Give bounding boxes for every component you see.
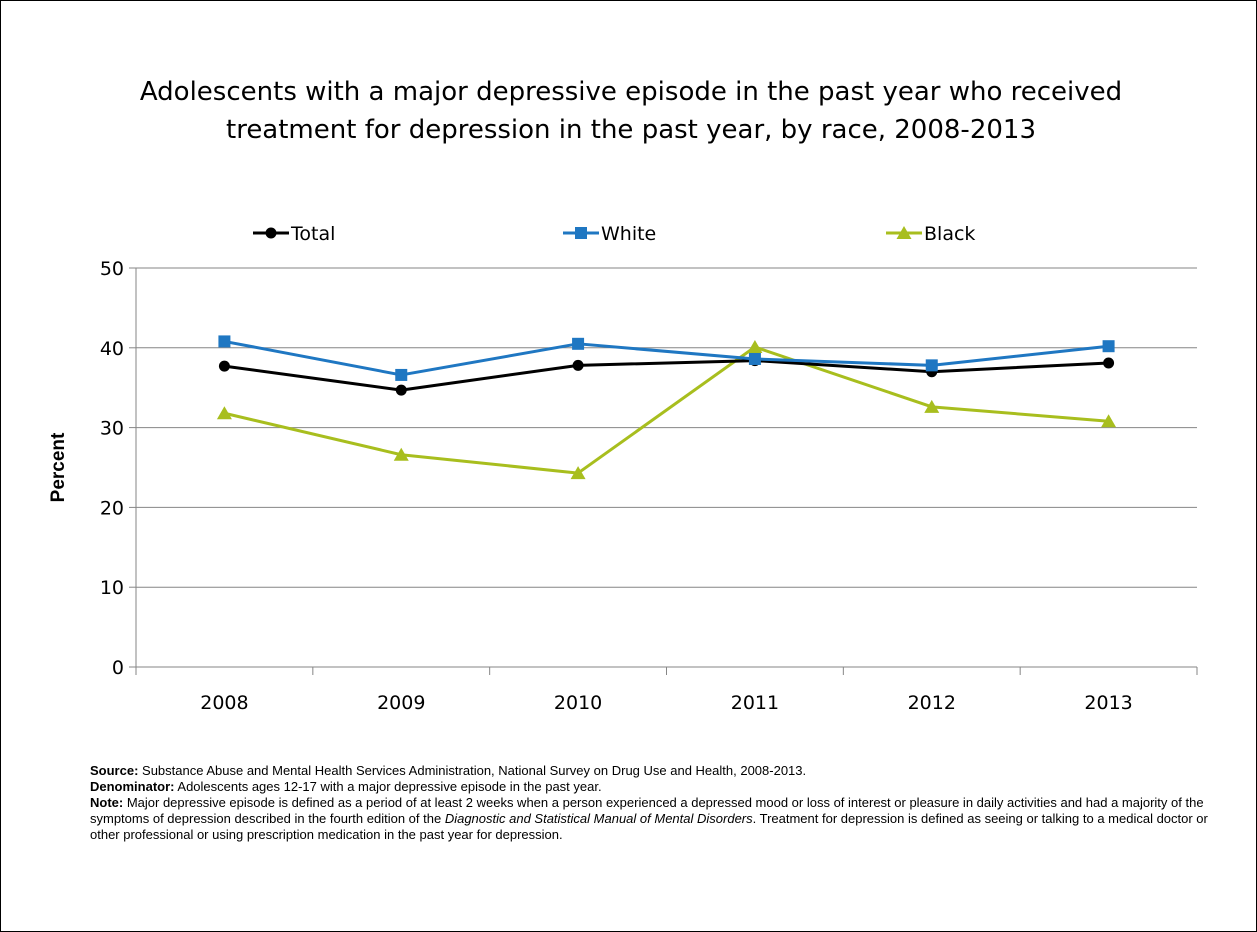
series-white xyxy=(218,335,1115,381)
legend-marker-white xyxy=(575,227,587,239)
note-italic-text: Diagnostic and Statistical Manual of Men… xyxy=(444,811,753,826)
legend-marker-black xyxy=(896,226,912,239)
data-point-black xyxy=(570,466,586,480)
x-tick-label: 2012 xyxy=(908,692,956,714)
y-tick-label: 40 xyxy=(100,338,124,360)
chart-title: Adolescents with a major depressive epis… xyxy=(61,73,1201,149)
data-point-white xyxy=(748,352,761,365)
chart-notes: Source: Substance Abuse and Mental Healt… xyxy=(90,763,1225,843)
y-tick-label: 10 xyxy=(100,577,124,599)
series-line-white xyxy=(224,339,1109,377)
series-line-total xyxy=(224,359,1109,392)
legend-label-total: Total xyxy=(290,223,335,245)
data-point-black xyxy=(747,340,763,354)
x-tick-label: 2009 xyxy=(377,692,425,714)
y-tick-label: 20 xyxy=(100,497,124,519)
x-tick-label: 2011 xyxy=(731,692,779,714)
denominator-text: Adolescents ages 12-17 with a major depr… xyxy=(174,779,602,794)
source-note: Source: Substance Abuse and Mental Healt… xyxy=(90,763,1225,779)
note-text-1: Major depressive episode is defined as a… xyxy=(90,795,1204,826)
legend-item-white: White xyxy=(563,223,656,245)
series-black xyxy=(216,340,1117,480)
chart-title-line-1: Adolescents with a major depressive epis… xyxy=(139,77,1123,107)
y-tick-label: 0 xyxy=(112,657,124,679)
denominator-label: Denominator: xyxy=(90,779,175,794)
data-point-black xyxy=(1101,414,1117,428)
data-point-white xyxy=(395,368,408,381)
legend-marker-total xyxy=(265,227,277,239)
denominator-note: Denominator: Adolescents ages 12-17 with… xyxy=(90,779,1225,795)
source-text: Substance Abuse and Mental Health Servic… xyxy=(138,763,807,778)
x-tick-label: 2008 xyxy=(200,692,248,714)
data-point-total xyxy=(395,384,407,396)
data-point-total xyxy=(572,359,584,371)
y-axis-label: Percent xyxy=(48,432,69,502)
data-point-black xyxy=(216,406,232,420)
y-tick-label: 50 xyxy=(100,258,124,280)
data-point-white xyxy=(218,335,231,348)
data-point-total xyxy=(1103,357,1115,369)
data-point-black xyxy=(924,399,940,413)
line-chart: 0 10 20 30 40 50 2008 2009 2010 2011 2012 2013 Perce… xyxy=(48,223,1198,714)
chart-title-line-2: treatment for depression in the past yea… xyxy=(226,115,1036,145)
x-tick-label: 2010 xyxy=(554,692,602,714)
definition-note: Note: Major depressive episode is define… xyxy=(90,795,1225,843)
y-tick-label: 30 xyxy=(100,418,124,440)
legend-item-black: Black xyxy=(886,223,975,245)
x-tick-label: 2013 xyxy=(1084,692,1132,714)
data-point-white xyxy=(1102,340,1115,353)
legend-label-white: White xyxy=(601,223,656,245)
data-point-white xyxy=(572,337,585,350)
data-point-black xyxy=(393,447,409,461)
note-text-2: . Treatment for depression is defined as… xyxy=(90,811,1208,842)
source-label: Source: xyxy=(90,763,139,778)
data-point-total xyxy=(218,360,230,372)
legend-label-black: Black xyxy=(924,223,975,245)
note-label: Note: xyxy=(90,795,124,810)
series-line-black xyxy=(224,345,1109,475)
data-point-white xyxy=(925,359,938,372)
legend-item-total: Total xyxy=(253,223,335,245)
